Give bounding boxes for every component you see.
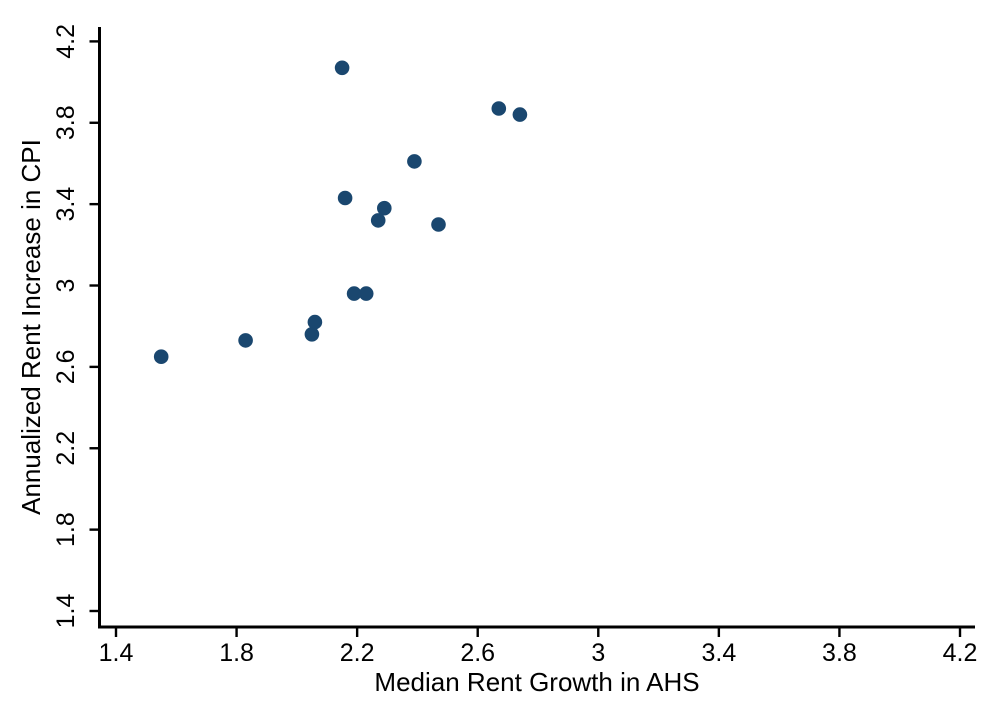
data-point — [491, 101, 507, 116]
x-tick-label: 3.4 — [701, 639, 736, 667]
x-tick-label: 1.8 — [219, 639, 254, 667]
data-points — [153, 60, 528, 365]
x-tick-label: 3.8 — [822, 639, 857, 667]
data-point — [304, 327, 320, 342]
y-tick-label: 3.8 — [52, 105, 80, 140]
x-tick-label: 2.2 — [340, 639, 375, 667]
data-point — [337, 190, 353, 206]
tick-labels: 1.4 1.8 2.2 2.6 3 3.4 3.8 4.2 1.4 1.8 2.2 2.6 3 3.4 3.… — [52, 24, 977, 667]
data-point — [346, 286, 362, 301]
axes — [98, 27, 975, 629]
y-tick-label: 2.6 — [52, 350, 80, 385]
data-point — [512, 107, 528, 122]
data-point — [407, 154, 422, 169]
data-point — [358, 286, 374, 301]
data-point — [334, 60, 350, 76]
y-axis-title: Annualized Rent Increase in CPI — [16, 139, 46, 515]
data-point — [431, 217, 446, 232]
y-tick-label: 3 — [52, 279, 80, 293]
x-tick-label: 3 — [591, 639, 605, 667]
x-tick-label: 4.2 — [943, 639, 978, 667]
data-point — [307, 314, 323, 330]
y-tick-label: 1.8 — [52, 512, 80, 547]
y-tick-label: 2.2 — [52, 431, 80, 466]
x-axis-title: Median Rent Growth in AHS — [374, 667, 699, 697]
data-point — [370, 213, 386, 228]
data-point — [153, 349, 169, 365]
x-tick-label: 2.6 — [460, 639, 495, 667]
data-point — [238, 333, 253, 348]
y-tick-label: 4.2 — [52, 24, 80, 59]
x-tick-label: 1.4 — [99, 639, 134, 667]
y-tick-label: 1.4 — [52, 594, 80, 629]
tick-marks — [89, 40, 962, 637]
data-point — [377, 200, 392, 216]
y-tick-label: 3.4 — [52, 187, 80, 222]
